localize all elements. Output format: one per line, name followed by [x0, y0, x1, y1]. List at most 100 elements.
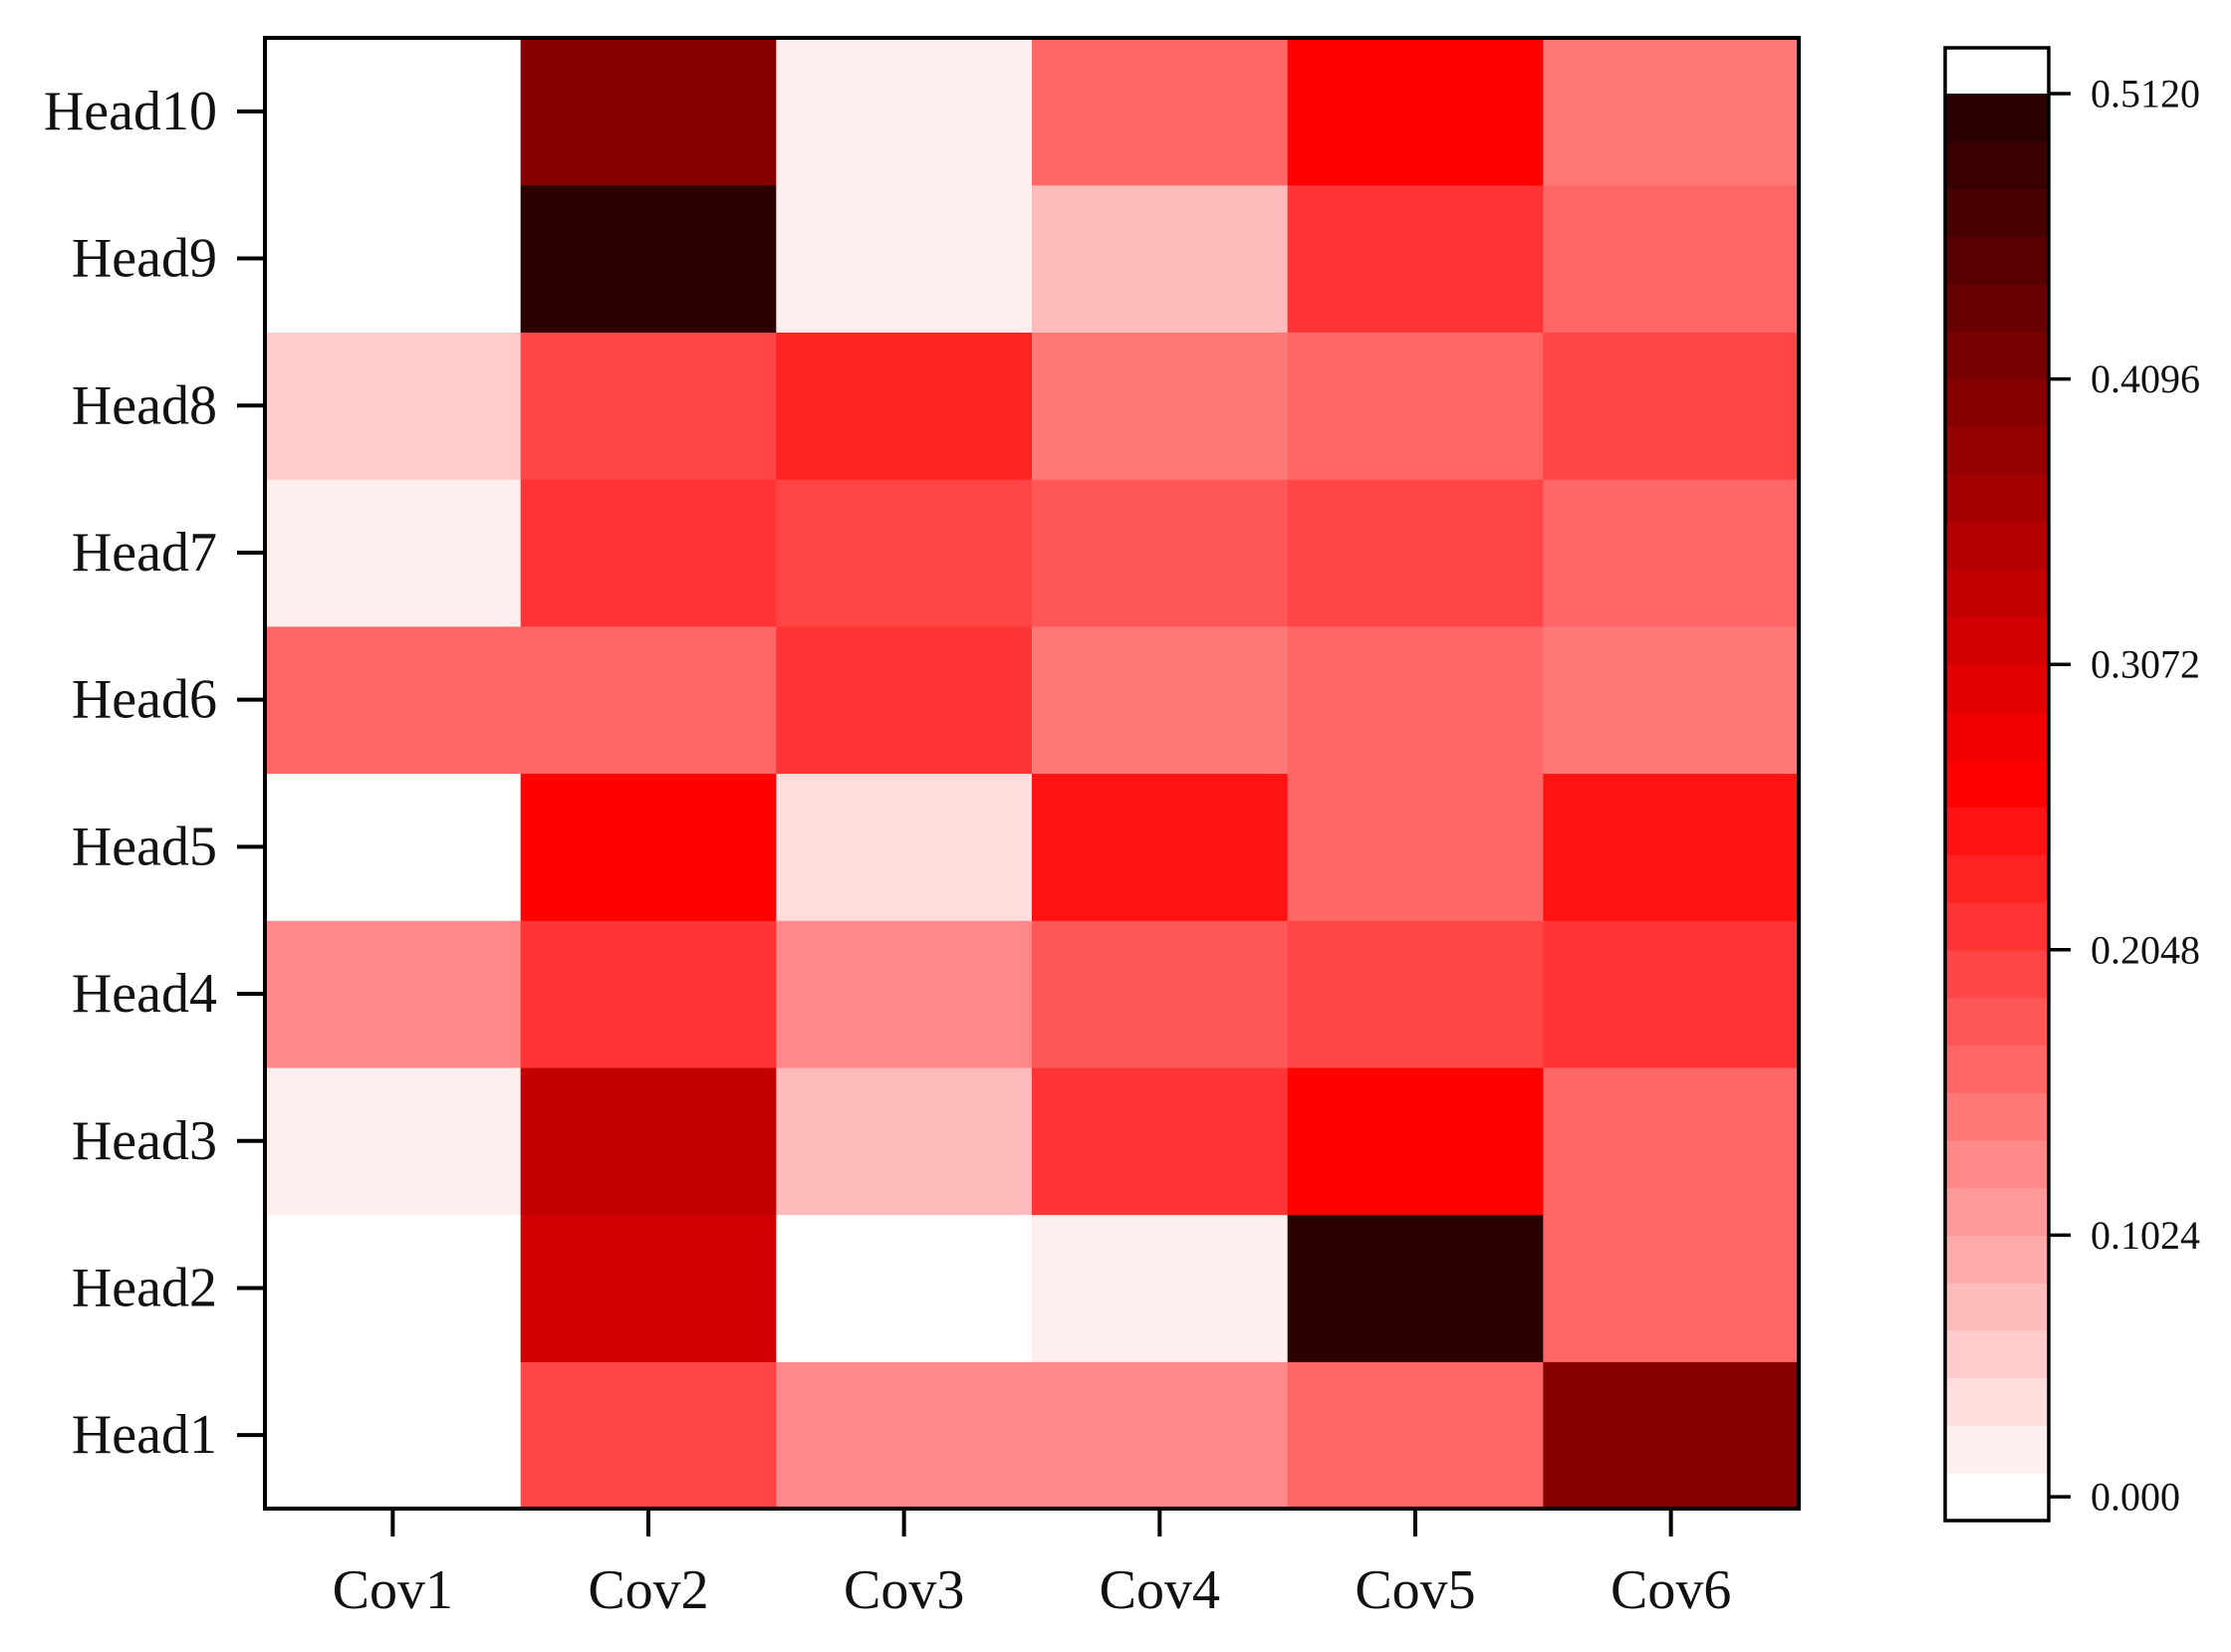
colorbar-band	[1945, 140, 2049, 190]
colorbar-band	[1945, 331, 2049, 380]
colorbar-band	[1945, 902, 2049, 951]
heatmap-cells	[265, 38, 1800, 1510]
heatmap-cell-head4-cov4	[1032, 920, 1289, 1068]
y-tick-label: Head2	[72, 1257, 217, 1318]
colorbar-tick-label: 0.1024	[2091, 1213, 2200, 1258]
colorbar-band	[1945, 949, 2049, 999]
heatmap-cell-head8-cov4	[1032, 332, 1289, 480]
colorbar-band	[1945, 1425, 2049, 1474]
heatmap-cell-head1-cov6	[1543, 1361, 1800, 1510]
heatmap-cell-head2-cov5	[1287, 1214, 1544, 1362]
colorbar-band	[1945, 1377, 2049, 1427]
colorbar-band	[1945, 711, 2049, 761]
heatmap-cell-head4-cov1	[265, 920, 522, 1068]
colorbar-band	[1945, 854, 2049, 903]
colorbar-band	[1945, 664, 2049, 713]
heatmap-cell-head3-cov5	[1287, 1066, 1544, 1216]
heatmap-cell-head10-cov5	[1287, 38, 1544, 186]
colorbar-band	[1945, 1045, 2049, 1093]
x-tick-label: Cov4	[1100, 1559, 1220, 1621]
y-tick-label: Head9	[72, 228, 217, 290]
x-tick-label: Cov2	[588, 1559, 708, 1621]
colorbar-axis: 0.000 0.1024 0.2048 0.3072 0.4096 0.5120	[2049, 72, 2200, 1520]
heatmap-cell-head2-cov1	[265, 1214, 522, 1362]
heatmap-cell-head5-cov4	[1032, 773, 1289, 921]
x-tick-label: Cov5	[1355, 1559, 1475, 1621]
colorbar-band	[1945, 1473, 2049, 1522]
heatmap-cell-head7-cov2	[520, 479, 777, 627]
heatmap-cell-head6-cov5	[1287, 625, 1544, 775]
heatmap-cell-head8-cov1	[265, 332, 522, 480]
heatmap-cell-head8-cov6	[1543, 332, 1800, 480]
heatmap-cell-head10-cov3	[776, 38, 1033, 186]
heatmap-cell-head7-cov4	[1032, 479, 1289, 627]
y-tick-label: Head4	[72, 963, 217, 1025]
heatmap-cell-head9-cov4	[1032, 184, 1289, 333]
y-tick-label: Head7	[72, 522, 217, 584]
heatmap-cell-head9-cov1	[265, 184, 522, 333]
heatmap-cell-head5-cov1	[265, 773, 522, 921]
heatmap-cell-head4-cov3	[776, 920, 1033, 1068]
y-tick-label: Head1	[72, 1404, 217, 1466]
colorbar-top-cap	[1945, 48, 2049, 94]
colorbar-band	[1945, 759, 2049, 809]
heatmap-cell-head8-cov3	[776, 332, 1033, 480]
colorbar-band	[1945, 616, 2049, 665]
heatmap-cell-head8-cov2	[520, 332, 777, 480]
heatmap-cell-head4-cov2	[520, 920, 777, 1068]
heatmap-cell-head1-cov4	[1032, 1361, 1289, 1510]
heatmap-cell-head3-cov6	[1543, 1066, 1800, 1216]
colorbar-band	[1945, 1092, 2049, 1141]
y-axis: Head1 Head2 Head3 Head4 Head5 Head6 Head7 Head8…	[44, 81, 265, 1466]
colorbar-band	[1945, 474, 2049, 523]
heatmap-cell-head9-cov6	[1543, 184, 1800, 333]
plot-frame	[263, 36, 1801, 1511]
colorbar-band	[1945, 569, 2049, 618]
x-axis: Cov1 Cov2 Cov3 Cov4 Cov5 Cov6	[333, 1509, 1731, 1621]
heatmap-cell-head8-cov5	[1287, 332, 1544, 480]
heatmap-cell-head4-cov6	[1543, 920, 1800, 1068]
heatmap-cell-head2-cov3	[776, 1214, 1033, 1362]
y-tick-label: Head5	[72, 816, 217, 877]
heatmap-cell-head1-cov2	[520, 1361, 777, 1510]
colorbar-band	[1945, 236, 2049, 285]
colorbar-band	[1945, 1235, 2049, 1284]
y-tick-label: Head3	[72, 1110, 217, 1172]
heatmap-cell-head7-cov1	[265, 479, 522, 627]
colorbar-band	[1945, 426, 2049, 475]
heatmap-cell-head10-cov6	[1543, 38, 1800, 186]
heatmap-cell-head3-cov1	[265, 1066, 522, 1216]
heatmap-cell-head9-cov3	[776, 184, 1033, 333]
colorbar-band	[1945, 94, 2049, 142]
colorbar-band	[1945, 1283, 2049, 1331]
heatmap-cell-head3-cov3	[776, 1066, 1033, 1216]
heatmap-cell-head1-cov1	[265, 1361, 522, 1510]
heatmap-cell-head10-cov4	[1032, 38, 1289, 186]
heatmap-cell-head9-cov2	[520, 184, 777, 333]
heatmap-cell-head2-cov6	[1543, 1214, 1800, 1362]
heatmap-cell-head6-cov6	[1543, 625, 1800, 775]
heatmap-cell-head7-cov3	[776, 479, 1033, 627]
heatmap-cell-head7-cov6	[1543, 479, 1800, 627]
heatmap-cell-head6-cov3	[776, 625, 1033, 775]
heatmap-cell-head6-cov1	[265, 625, 522, 775]
heatmap-cell-head5-cov2	[520, 773, 777, 921]
y-tick-label: Head10	[44, 81, 217, 142]
colorbar-band	[1945, 1139, 2049, 1189]
colorbar-frame	[1943, 46, 2051, 1523]
colorbar-band	[1945, 378, 2049, 427]
y-tick-label: Head6	[72, 669, 217, 731]
colorbar-band	[1945, 284, 2049, 333]
colorbar-tick-label: 0.5120	[2091, 72, 2200, 117]
x-tick-label: Cov3	[844, 1559, 964, 1621]
heatmap-cell-head5-cov5	[1287, 773, 1544, 921]
colorbar-band	[1945, 188, 2049, 237]
heatmap-cell-head5-cov3	[776, 773, 1033, 921]
heatmap-cell-head2-cov4	[1032, 1214, 1289, 1362]
heatmap-cell-head10-cov2	[520, 38, 777, 186]
x-tick-label: Cov6	[1611, 1559, 1731, 1621]
heatmap-cell-head3-cov4	[1032, 1066, 1289, 1216]
heatmap-cell-head5-cov6	[1543, 773, 1800, 921]
heatmap-cell-head2-cov2	[520, 1214, 777, 1362]
